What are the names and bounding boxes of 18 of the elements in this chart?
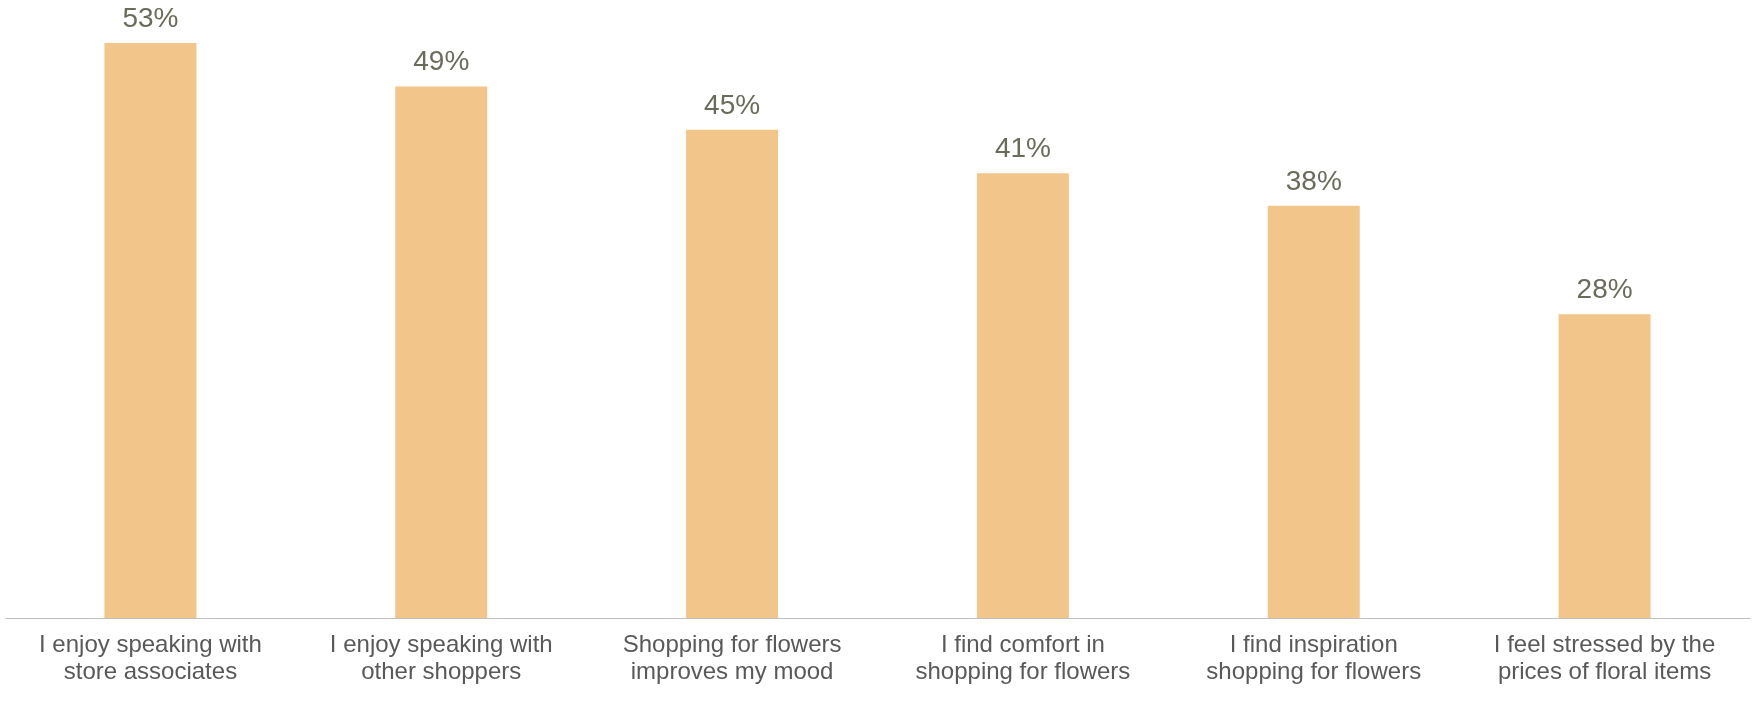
x-tick-label: I feel stressed by the prices of floral items bbox=[1493, 629, 1716, 684]
data-label: 45% bbox=[704, 88, 761, 120]
x-tick-label: I find inspiration shopping for flowers bbox=[1206, 629, 1422, 684]
bar bbox=[1558, 314, 1651, 618]
x-tick-label: Shopping for flowers improves my mood bbox=[622, 629, 842, 684]
data-label: 49% bbox=[413, 45, 470, 77]
x-tick-label: I enjoy speaking with other shoppers bbox=[329, 629, 553, 684]
data-label: 38% bbox=[1285, 164, 1342, 196]
data-label: 28% bbox=[1576, 273, 1633, 305]
data-label: 53% bbox=[122, 2, 179, 33]
data-label: 41% bbox=[994, 132, 1051, 164]
x-tick-label: I find comfort in shopping for flowers bbox=[915, 629, 1131, 684]
x-tick-label: I enjoy speaking with store associates bbox=[39, 629, 262, 684]
bar bbox=[976, 173, 1069, 618]
bar bbox=[1267, 205, 1360, 618]
bar bbox=[395, 86, 488, 618]
bar bbox=[104, 43, 197, 618]
bar bbox=[686, 129, 779, 618]
